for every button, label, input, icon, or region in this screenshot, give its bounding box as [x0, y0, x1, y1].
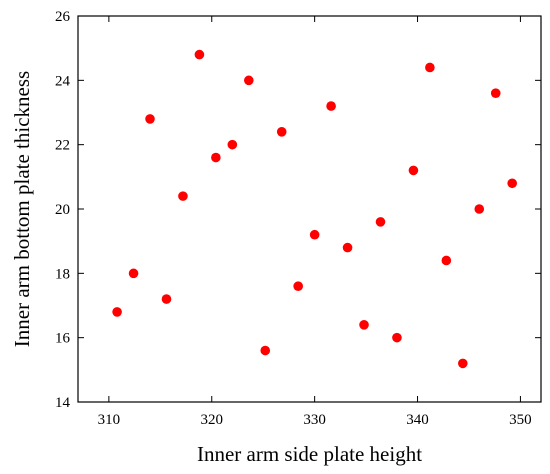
data-point	[359, 320, 369, 330]
data-point	[227, 139, 238, 150]
data-point	[293, 281, 303, 292]
data-point	[243, 75, 254, 86]
y-axis-title: Inner arm bottom plate thickness	[10, 71, 34, 347]
y-tick-label: 24	[55, 73, 71, 89]
y-tick-label: 20	[55, 202, 70, 218]
data-point	[490, 88, 501, 98]
data-point	[458, 358, 468, 369]
data-point	[211, 152, 221, 163]
data-point	[326, 101, 336, 111]
x-tick-label: 350	[509, 412, 532, 428]
data-point	[309, 229, 320, 240]
y-tick-label: 22	[55, 138, 70, 154]
data-point	[342, 242, 353, 253]
x-tick-label: 330	[303, 412, 326, 428]
data-point	[441, 255, 452, 266]
x-tick-label: 320	[201, 412, 224, 428]
data-point	[392, 332, 402, 343]
axis-ticks: 310 320 330 340 350 14 16 18 20 22 24 26	[55, 9, 541, 428]
data-point	[128, 268, 139, 279]
data-point	[112, 307, 122, 317]
data-point	[161, 294, 172, 304]
data-point	[276, 127, 287, 137]
data-point	[260, 345, 271, 356]
x-tick-label: 340	[406, 412, 429, 428]
x-axis-title: Inner arm side plate height	[197, 442, 422, 466]
y-tick-label: 16	[55, 331, 71, 347]
y-tick-label: 26	[55, 9, 71, 25]
y-tick-label: 18	[55, 266, 70, 282]
data-points	[112, 49, 517, 369]
data-point	[178, 191, 188, 201]
data-point	[425, 62, 435, 73]
data-point	[145, 114, 155, 124]
data-point	[375, 217, 386, 227]
y-tick-label: 14	[55, 395, 71, 411]
data-point	[408, 165, 419, 176]
data-point	[507, 178, 517, 189]
plot-frame	[77, 15, 542, 403]
x-tick-label: 310	[98, 412, 121, 428]
data-point	[474, 204, 485, 214]
data-point	[194, 49, 205, 60]
